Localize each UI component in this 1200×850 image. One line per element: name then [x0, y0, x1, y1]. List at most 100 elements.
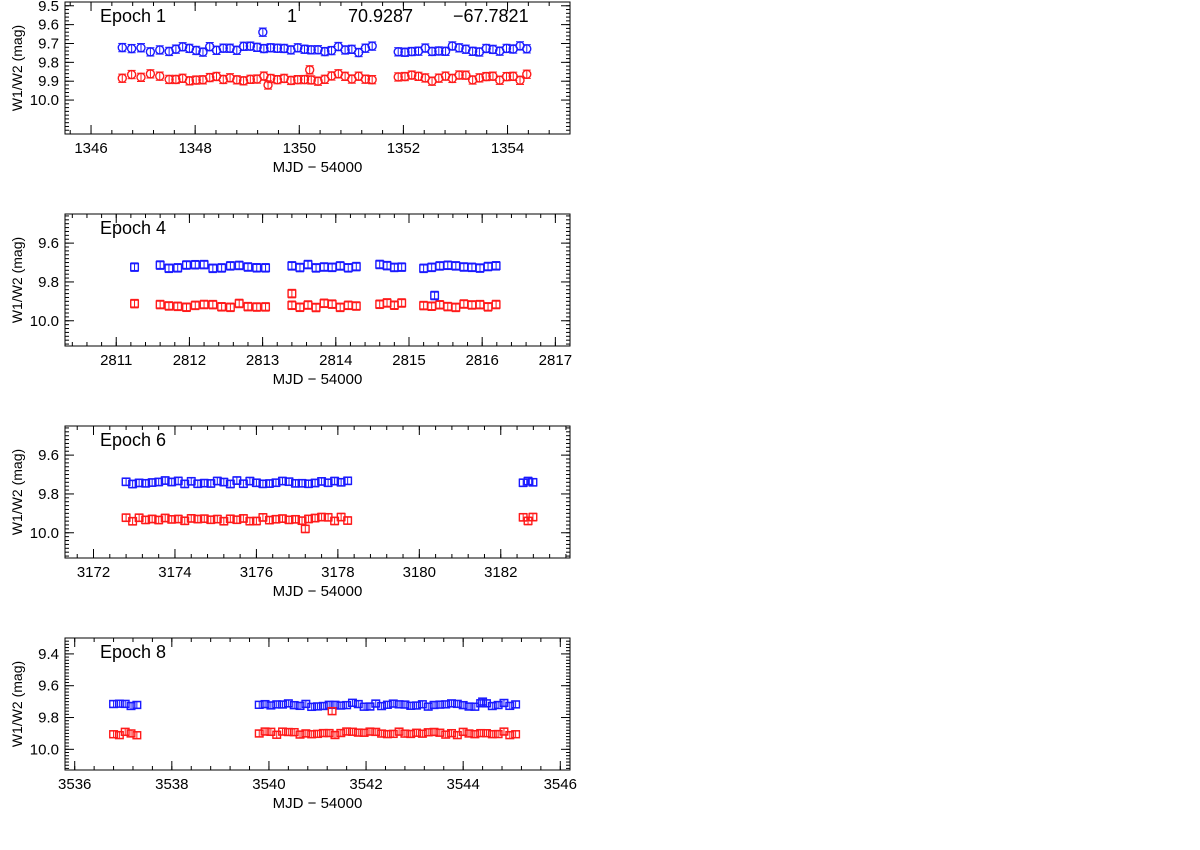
w2-data-point	[303, 300, 313, 310]
marker-square	[217, 263, 227, 273]
w1-data-point	[511, 700, 521, 709]
marker-square	[417, 729, 427, 738]
w2-data-point	[375, 299, 385, 310]
marker-square	[208, 300, 218, 309]
marker-square	[336, 701, 346, 710]
w2-data-point	[382, 298, 392, 308]
marker-square	[252, 302, 262, 312]
marker-square	[134, 478, 144, 488]
w1-data-point	[342, 700, 352, 710]
w1-data-point	[260, 699, 270, 709]
marker-square	[447, 728, 457, 738]
marker-circle	[136, 43, 146, 53]
marker-square	[199, 300, 209, 309]
w2-data-point	[155, 299, 165, 310]
marker-square	[130, 299, 140, 308]
w1-data-point	[400, 700, 410, 709]
plot-frame	[64, 213, 571, 347]
marker-square	[109, 699, 119, 709]
w2-data-point	[164, 301, 174, 311]
marker-square	[452, 699, 462, 709]
y-axis-label: W1/W2 (mag)	[9, 449, 25, 535]
marker-circle	[218, 43, 228, 53]
marker-square	[435, 728, 445, 737]
marker-circle	[467, 46, 478, 57]
w1-data-point	[154, 477, 164, 487]
marker-square	[353, 699, 363, 709]
marker-square	[301, 729, 311, 738]
marker-square	[297, 516, 307, 525]
w2-data-point	[360, 74, 371, 84]
marker-square	[342, 727, 352, 736]
panel-title: Epoch 6	[100, 430, 166, 450]
w1-data-point	[173, 263, 183, 273]
w2-data-point	[245, 74, 256, 85]
w1-data-point	[259, 43, 269, 54]
chart-epoch-4: 2811 2812 2813 2814 2815 2816 2817 9.6 9.8 10.0 MJ…	[9, 213, 572, 388]
marker-circle	[454, 43, 464, 53]
w2-data-point	[173, 301, 183, 312]
w1-data-point	[191, 45, 201, 56]
w2-data-point	[132, 731, 142, 740]
w2-data-point	[351, 301, 361, 311]
w2-data-point	[467, 300, 477, 310]
w2-data-point	[232, 515, 242, 525]
data-points	[121, 476, 538, 534]
marker-square	[264, 515, 274, 525]
x-axis-label: MJD − 54000	[273, 371, 363, 388]
w2-data-point	[367, 74, 377, 85]
marker-square	[206, 479, 216, 488]
w1-data-point	[136, 43, 146, 53]
y-tick-label: 9.8	[38, 274, 59, 291]
marker-square	[291, 515, 301, 524]
x-tick-label: 1346	[74, 140, 107, 157]
w2-data-point	[481, 71, 491, 82]
x-tick-label: 2815	[392, 352, 425, 369]
marker-circle	[164, 74, 174, 85]
marker-circle	[299, 44, 310, 54]
marker-circle	[117, 73, 127, 83]
w1-data-point	[252, 263, 262, 273]
marker-square	[283, 727, 293, 737]
marker-circle	[522, 69, 532, 79]
w1-data-point	[121, 477, 131, 487]
y-axis-label: W1/W2 (mag)	[9, 25, 25, 111]
w1-data-point	[160, 476, 170, 485]
w1-data-point	[293, 43, 303, 53]
w2-data-point	[287, 288, 297, 299]
marker-square	[318, 701, 328, 711]
marker-square	[327, 706, 337, 716]
w1-data-point	[272, 43, 283, 53]
y-tick-label: 9.6	[38, 447, 59, 464]
w1-data-point	[261, 263, 271, 273]
marker-square	[173, 263, 183, 273]
marker-square	[181, 260, 191, 270]
marker-square	[190, 260, 200, 269]
marker-square	[283, 699, 293, 708]
marker-square	[406, 729, 416, 739]
w1-data-point	[475, 263, 485, 273]
y-tick-label: 9.9	[38, 73, 59, 90]
w2-data-point	[304, 65, 315, 75]
marker-square	[164, 264, 174, 273]
w2-data-point	[299, 74, 310, 85]
marker-square	[435, 700, 445, 709]
w2-data-point	[511, 730, 521, 739]
x-tick-label: 3540	[252, 776, 285, 793]
marker-square	[478, 697, 488, 706]
w2-data-point	[327, 299, 337, 309]
x-tick-label: 3538	[155, 776, 188, 793]
marker-square	[164, 301, 174, 311]
marker-square	[284, 515, 294, 525]
w1-data-point	[295, 701, 305, 711]
w2-data-point	[397, 298, 407, 308]
panel-title: Epoch 8	[100, 642, 166, 662]
marker-square	[206, 515, 216, 524]
marker-square	[388, 699, 398, 708]
marker-circle	[225, 73, 235, 83]
w1-data-point	[394, 700, 404, 709]
w2-data-point	[501, 71, 512, 82]
marker-square	[193, 514, 203, 524]
marker-square	[186, 514, 196, 523]
